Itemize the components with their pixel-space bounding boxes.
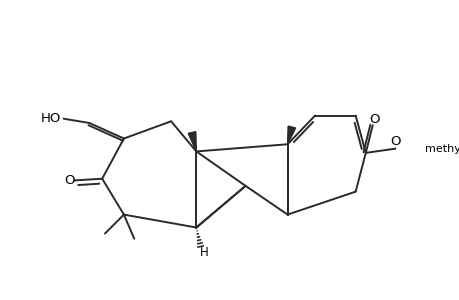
Polygon shape: [188, 132, 196, 152]
Text: methyl: methyl: [424, 144, 459, 154]
Text: HO: HO: [40, 112, 61, 125]
Text: O: O: [64, 174, 74, 187]
Text: H: H: [199, 246, 208, 259]
Text: O: O: [369, 113, 379, 126]
Polygon shape: [287, 126, 295, 144]
Text: O: O: [390, 135, 400, 148]
